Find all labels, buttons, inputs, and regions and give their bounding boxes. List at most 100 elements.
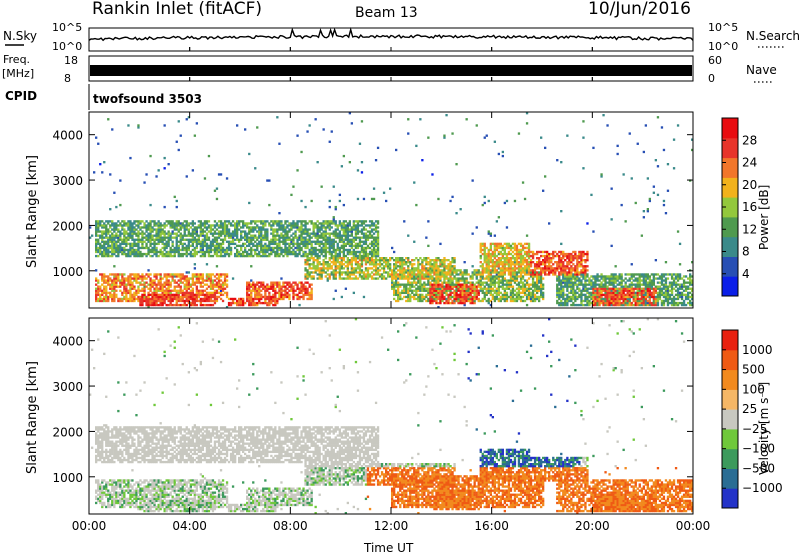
heatmap-cell bbox=[163, 234, 166, 237]
heatmap-cell bbox=[421, 275, 424, 278]
heatmap-cell bbox=[318, 228, 321, 231]
heatmap-cell bbox=[525, 112, 529, 115]
heatmap-cell bbox=[362, 220, 366, 223]
heatmap-cell bbox=[318, 242, 321, 246]
heatmap-cell bbox=[403, 269, 406, 272]
heatmap-cell bbox=[493, 299, 497, 303]
heatmap-cell bbox=[286, 293, 289, 297]
heatmap-cell bbox=[147, 297, 150, 301]
heatmap-cell bbox=[322, 238, 325, 241]
heatmap-cell bbox=[250, 279, 253, 282]
heatmap-cell bbox=[187, 230, 191, 233]
heatmap-cell bbox=[290, 246, 293, 250]
heatmap-cell bbox=[493, 261, 497, 264]
heatmap-cell bbox=[179, 289, 182, 292]
heatmap-cell bbox=[360, 220, 364, 223]
heatmap-cell bbox=[491, 287, 495, 290]
heatmap-cell bbox=[219, 220, 223, 223]
heatmap-cell bbox=[153, 222, 156, 225]
heatmap-cell bbox=[497, 273, 501, 276]
heatmap-cell bbox=[316, 230, 319, 233]
heatmap-cell bbox=[401, 297, 404, 301]
heatmap-cell bbox=[234, 297, 237, 301]
heatmap-cell bbox=[441, 285, 444, 288]
heatmap-cell bbox=[161, 230, 164, 233]
heatmap-cell bbox=[113, 295, 116, 299]
heatmap-cell bbox=[560, 287, 563, 290]
heatmap-cell bbox=[431, 289, 434, 292]
heatmap-cell bbox=[556, 295, 559, 299]
heatmap-cell bbox=[219, 283, 223, 286]
heatmap-cell bbox=[497, 244, 501, 248]
heatmap-cell bbox=[358, 263, 362, 266]
heatmap-cell bbox=[181, 277, 184, 280]
heatmap-cell bbox=[147, 250, 150, 254]
heatmap-cell bbox=[429, 285, 432, 288]
heatmap-cell bbox=[207, 220, 211, 223]
heatmap-cell bbox=[525, 303, 529, 307]
heatmap-cell bbox=[527, 261, 531, 264]
heatmap-cell bbox=[123, 291, 126, 295]
heatmap-cell bbox=[95, 287, 98, 290]
heatmap-cell bbox=[370, 222, 374, 225]
heatmap-cell bbox=[147, 293, 150, 297]
heatmap-cell bbox=[163, 289, 166, 292]
heatmap-cell bbox=[350, 240, 354, 243]
heatmap-cell bbox=[485, 287, 488, 290]
heatmap-cell bbox=[121, 297, 124, 301]
heatmap-cell bbox=[533, 269, 537, 272]
heatmap-cell bbox=[107, 252, 110, 256]
heatmap-cell bbox=[266, 303, 269, 307]
heatmap-cell bbox=[229, 224, 233, 227]
heatmap-cell bbox=[356, 228, 360, 231]
heatmap-cell bbox=[209, 254, 213, 258]
heatmap-cell bbox=[292, 240, 295, 243]
heatmap-cell bbox=[533, 285, 537, 288]
heatmap-cell bbox=[183, 224, 186, 227]
heatmap-cell bbox=[258, 244, 261, 248]
heatmap-cell bbox=[439, 283, 442, 286]
heatmap-cell bbox=[213, 297, 217, 301]
heatmap-cell bbox=[113, 265, 116, 268]
heatmap-cell bbox=[258, 230, 261, 233]
heatmap-cell bbox=[322, 259, 325, 262]
heatmap-cell bbox=[523, 267, 527, 270]
heatmap-cell bbox=[133, 279, 136, 282]
heatmap-cell bbox=[544, 259, 547, 262]
heatmap-cell bbox=[145, 244, 148, 248]
heatmap-cell bbox=[185, 228, 188, 231]
heatmap-cell bbox=[435, 267, 438, 270]
heatmap-cell bbox=[314, 118, 317, 121]
heatmap-cell bbox=[409, 263, 412, 266]
heatmap-cell bbox=[149, 248, 152, 252]
heatmap-cell bbox=[372, 232, 376, 235]
heatmap-cell bbox=[290, 242, 293, 246]
heatmap-cell bbox=[274, 238, 277, 241]
heatmap-cell bbox=[147, 275, 150, 278]
heatmap-cell bbox=[560, 242, 563, 246]
heatmap-cell bbox=[461, 295, 464, 299]
heatmap-cell bbox=[294, 281, 297, 284]
heatmap-cell bbox=[205, 222, 209, 225]
heatmap-cell bbox=[107, 230, 110, 233]
heatmap-cell bbox=[417, 263, 420, 266]
heatmap-cell bbox=[304, 236, 307, 239]
heatmap-cell bbox=[523, 283, 527, 286]
heatmap-cell bbox=[183, 277, 186, 280]
heatmap-cell bbox=[425, 263, 428, 266]
heatmap-cell bbox=[300, 246, 303, 250]
heatmap-cell bbox=[483, 246, 486, 250]
heatmap-cell bbox=[123, 228, 126, 231]
heatmap-cell bbox=[189, 240, 193, 243]
heatmap-cell bbox=[294, 252, 297, 256]
heatmap-cell bbox=[527, 246, 531, 250]
heatmap-cell bbox=[175, 297, 178, 301]
heatmap-cell bbox=[540, 291, 543, 295]
heatmap-cell bbox=[497, 259, 501, 262]
heatmap-cell bbox=[286, 220, 289, 223]
heatmap-cell bbox=[250, 265, 253, 268]
heatmap-cell bbox=[407, 275, 410, 278]
heatmap-cell bbox=[219, 232, 223, 235]
heatmap-cell bbox=[274, 283, 277, 286]
heatmap-cell bbox=[133, 254, 136, 258]
